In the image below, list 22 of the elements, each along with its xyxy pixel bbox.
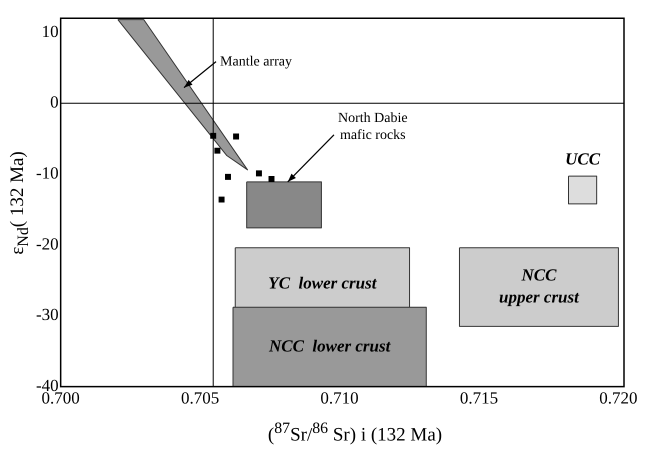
point (233, 134, 240, 140)
y-tick-label: -30 (36, 305, 59, 324)
x-axis-title: ($^{87}$Sr/$^{86}$ Sr) i (132 Ma) (266, 420, 444, 446)
series-label: NCC lower crust (268, 336, 392, 356)
x-tick-label: 0.710 (320, 388, 359, 408)
point (214, 148, 220, 154)
text: Mantle array (220, 54, 292, 70)
series-label: UCC (565, 150, 601, 169)
y-tick-label: -10 (36, 164, 59, 183)
text: North Dabie mafic rocks (338, 111, 408, 144)
series-label: YC lower crust (268, 274, 378, 293)
y-tick-label: 0 (50, 92, 59, 112)
point (268, 176, 274, 182)
x-tick-label: 0.720 (599, 388, 638, 408)
point (256, 170, 262, 176)
point (225, 174, 231, 180)
series-label: NCC upper crust (499, 265, 580, 306)
x-tick-label: 0.705 (180, 388, 220, 408)
y-tick-label: 10 (42, 22, 59, 41)
y-tick-label: -20 (36, 234, 59, 254)
x-tick-label: 0.715 (460, 388, 498, 408)
point (218, 196, 225, 203)
